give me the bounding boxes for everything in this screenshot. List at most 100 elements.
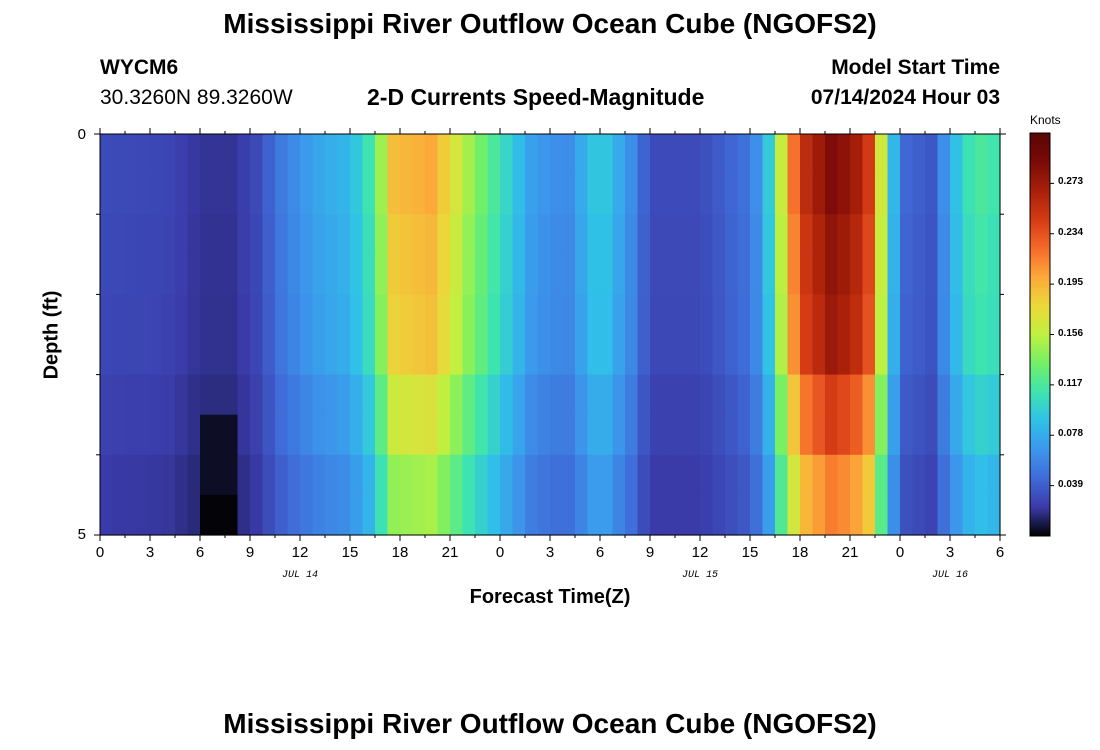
heatmap-cell bbox=[612, 134, 626, 175]
heatmap-cell bbox=[762, 374, 776, 416]
heatmap-cell bbox=[400, 334, 414, 376]
heatmap-cell bbox=[512, 294, 526, 336]
heatmap-cell bbox=[500, 254, 514, 295]
heatmap-cell bbox=[950, 494, 964, 536]
heatmap-cell bbox=[725, 214, 739, 255]
heatmap-cell bbox=[400, 454, 414, 496]
x-tick-label: 0 bbox=[495, 544, 505, 561]
heatmap-cell bbox=[500, 374, 514, 416]
heatmap-cell bbox=[937, 374, 951, 416]
heatmap-cell bbox=[187, 454, 201, 496]
heatmap-cell bbox=[750, 454, 764, 496]
heatmap-cell bbox=[537, 414, 551, 456]
heatmap-cell bbox=[737, 254, 751, 295]
heatmap-cell bbox=[162, 294, 176, 336]
heatmap-cell bbox=[637, 134, 651, 175]
heatmap-cell bbox=[175, 414, 189, 456]
heatmap-cell bbox=[187, 254, 201, 295]
heatmap-cell bbox=[200, 334, 214, 376]
colorbar-tick-label: 0.234 bbox=[1058, 226, 1084, 238]
heatmap-cell bbox=[450, 214, 464, 255]
heatmap-cell bbox=[887, 214, 901, 255]
heatmap-cell bbox=[600, 454, 614, 496]
heatmap-cell bbox=[912, 134, 926, 175]
heatmap-cell bbox=[962, 494, 976, 536]
heatmap-cell bbox=[450, 294, 464, 336]
heatmap-cell bbox=[537, 494, 551, 536]
station-coordinates: 30.3260N 89.3260W bbox=[100, 86, 293, 109]
heatmap-cell bbox=[237, 174, 251, 215]
heatmap-cell bbox=[237, 294, 251, 336]
heatmap-cell bbox=[200, 134, 214, 175]
heatmap-cell bbox=[500, 174, 514, 215]
heatmap-cell bbox=[187, 374, 201, 416]
heatmap-cell bbox=[887, 134, 901, 175]
heatmap-cell bbox=[237, 454, 251, 496]
heatmap-cell bbox=[312, 294, 326, 336]
chart-title-top: Mississippi River Outflow Ocean Cube (NG… bbox=[223, 8, 877, 39]
heatmap-cell bbox=[362, 374, 376, 416]
heatmap-cell bbox=[562, 414, 576, 456]
heatmap-cell bbox=[100, 414, 114, 456]
x-tick-label: 3 bbox=[545, 544, 555, 561]
heatmap-cell bbox=[650, 334, 664, 376]
heatmap-cell bbox=[287, 254, 301, 295]
heatmap-cell bbox=[825, 494, 839, 536]
heatmap-cell bbox=[925, 414, 939, 456]
colorbar bbox=[1029, 132, 1051, 537]
heatmap-cell bbox=[312, 374, 326, 416]
heatmap-cell bbox=[150, 294, 164, 336]
heatmap-cell bbox=[512, 494, 526, 536]
heatmap-cell bbox=[112, 414, 126, 456]
heatmap-cell bbox=[300, 134, 314, 175]
heatmap-cell bbox=[687, 254, 701, 295]
heatmap-cell bbox=[287, 294, 301, 336]
heatmap-cell bbox=[612, 494, 626, 536]
heatmap-cell bbox=[975, 294, 989, 336]
heatmap-cell bbox=[187, 134, 201, 175]
heatmap-cell bbox=[112, 454, 126, 496]
heatmap-cell bbox=[125, 254, 139, 295]
heatmap-cell bbox=[575, 174, 589, 215]
heatmap-cell bbox=[637, 374, 651, 416]
heatmap-cell bbox=[525, 334, 539, 376]
heatmap-cell bbox=[275, 294, 289, 336]
heatmap-cell bbox=[675, 414, 689, 456]
heatmap-cell bbox=[987, 334, 1001, 376]
heatmap-cell bbox=[837, 454, 851, 496]
heatmap-cell bbox=[725, 254, 739, 295]
heatmap-cell bbox=[812, 214, 826, 255]
heatmap-cell bbox=[412, 254, 426, 295]
heatmap-cell bbox=[587, 374, 601, 416]
heatmap-cell bbox=[487, 254, 501, 295]
heatmap-cell bbox=[262, 214, 276, 255]
heatmap-cell bbox=[525, 494, 539, 536]
heatmap-cell bbox=[462, 494, 476, 536]
heatmap-cell bbox=[825, 294, 839, 336]
model-start-label: Model Start Time bbox=[831, 56, 1000, 79]
heatmap-cell bbox=[487, 214, 501, 255]
heatmap-cell bbox=[962, 134, 976, 175]
heatmap-cell bbox=[362, 294, 376, 336]
heatmap-cell bbox=[725, 174, 739, 215]
heatmap-cell bbox=[812, 254, 826, 295]
heatmap-cell bbox=[350, 414, 364, 456]
heatmap-cell bbox=[862, 334, 876, 376]
heatmap-cell bbox=[575, 454, 589, 496]
heatmap-cell bbox=[175, 134, 189, 175]
heatmap-cell bbox=[462, 374, 476, 416]
heatmap-cell bbox=[137, 294, 151, 336]
heatmap-cell bbox=[850, 374, 864, 416]
heatmap-cell bbox=[175, 374, 189, 416]
heatmap-cell bbox=[275, 254, 289, 295]
heatmap-cell bbox=[900, 294, 914, 336]
heatmap-cell bbox=[162, 174, 176, 215]
heatmap-cell bbox=[237, 374, 251, 416]
heatmap-cell bbox=[987, 494, 1001, 536]
heatmap-cell bbox=[187, 334, 201, 376]
heatmap-cell bbox=[600, 494, 614, 536]
heatmap-cell bbox=[300, 494, 314, 536]
heatmap-cell bbox=[637, 414, 651, 456]
heatmap-cell bbox=[100, 494, 114, 536]
heatmap-cell bbox=[462, 294, 476, 336]
